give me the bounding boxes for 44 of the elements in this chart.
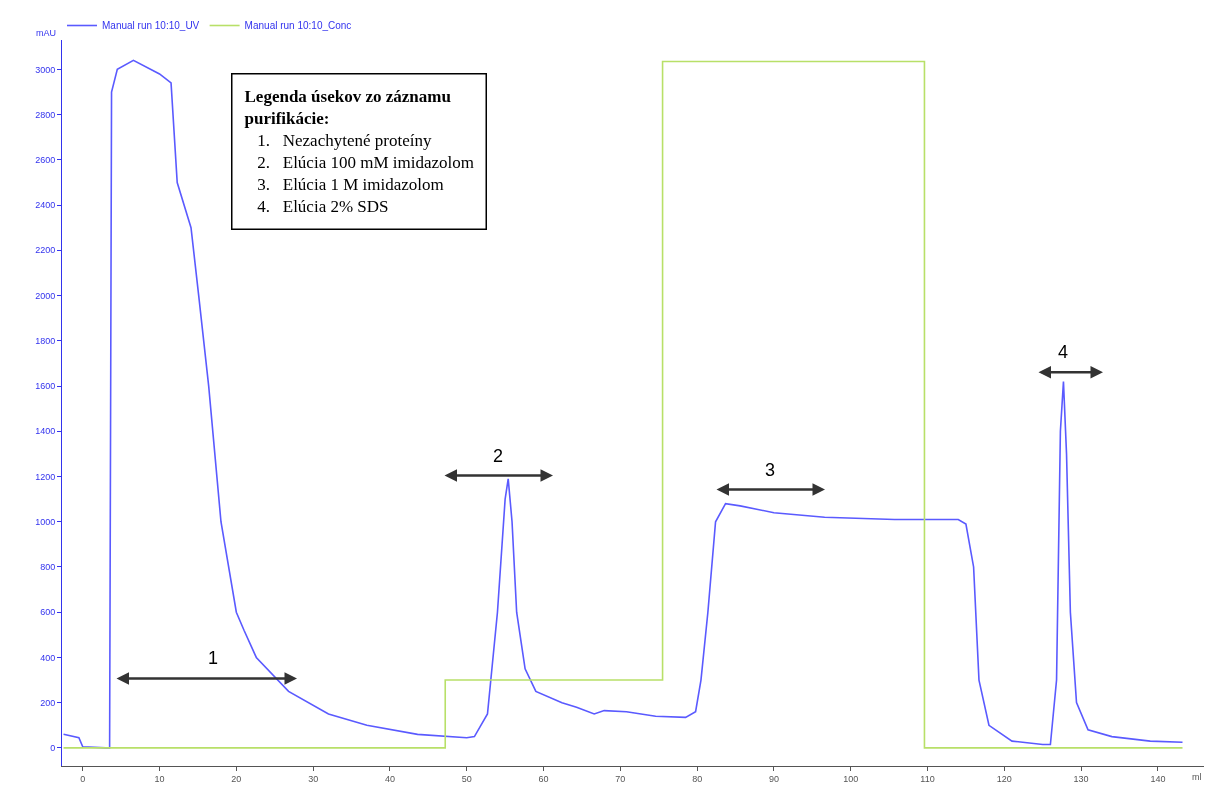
x-tick-label: 80 bbox=[692, 773, 703, 784]
x-tick-label: 30 bbox=[308, 773, 319, 784]
y-tick-label: 1400 bbox=[35, 426, 56, 437]
annotation: 2. Elúcia 100 mM imidazolom bbox=[244, 152, 474, 172]
annotation: 2 bbox=[493, 446, 504, 466]
y-tick-label: 1200 bbox=[35, 471, 56, 482]
x-tick-label: 90 bbox=[768, 773, 779, 784]
annotation: Legenda úsekov zo záznamu purifikácie: bbox=[244, 86, 451, 128]
legend-label: Manual run 10:10_UV bbox=[102, 20, 200, 32]
legend-label: Manual run 10:10_Conc bbox=[244, 20, 352, 32]
x-tick-label: 50 bbox=[461, 773, 472, 784]
x-axis-title: ml bbox=[1192, 772, 1202, 782]
x-tick-label: 70 bbox=[615, 773, 626, 784]
x-tick-label: 40 bbox=[384, 773, 395, 784]
y-tick-label: 1000 bbox=[35, 516, 56, 527]
x-tick-label: 130 bbox=[1073, 773, 1089, 784]
annotation: 4 bbox=[1058, 342, 1069, 362]
y-tick-label: 800 bbox=[40, 562, 56, 573]
y-tick-label: 0 bbox=[50, 743, 56, 754]
y-tick-label: 3000 bbox=[35, 64, 56, 75]
x-tick-label: 140 bbox=[1150, 773, 1166, 784]
x-tick-label: 100 bbox=[843, 773, 859, 784]
y-tick-label: 1600 bbox=[35, 381, 56, 392]
y-tick-label: 2400 bbox=[35, 200, 56, 211]
x-tick-label: 60 bbox=[538, 773, 549, 784]
annotation: 3 bbox=[765, 460, 776, 480]
y-tick-label: 1800 bbox=[35, 335, 56, 346]
x-tick-label: 10 bbox=[154, 773, 165, 784]
y-tick-label: 200 bbox=[40, 697, 56, 708]
x-tick-label: 20 bbox=[231, 773, 242, 784]
annotation: 4. Elúcia 2% SDS bbox=[244, 197, 389, 216]
y-tick-label: 2000 bbox=[35, 290, 56, 301]
annotation: 3. Elúcia 1 M imidazolom bbox=[244, 174, 444, 194]
y-tick-label: 2600 bbox=[35, 155, 56, 166]
y-tick-label: 2800 bbox=[35, 109, 56, 120]
x-tick-label: 120 bbox=[996, 773, 1012, 784]
x-tick-label: 110 bbox=[920, 773, 935, 784]
y-tick-label: 600 bbox=[40, 607, 56, 618]
y-tick-label: 400 bbox=[40, 652, 56, 663]
y-axis-title: mAU bbox=[36, 28, 56, 38]
annotation: 1. Nezachytené proteíny bbox=[244, 130, 432, 150]
y-tick-label: 2200 bbox=[35, 245, 56, 256]
x-tick-label: 0 bbox=[80, 773, 86, 784]
annotation: 1 bbox=[208, 648, 219, 668]
